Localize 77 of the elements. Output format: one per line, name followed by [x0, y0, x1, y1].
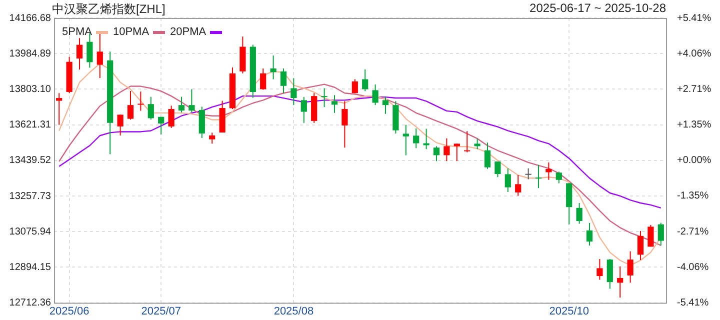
legend-label: 20PMA	[170, 26, 208, 38]
candlestick	[352, 78, 358, 94]
candlestick	[444, 138, 450, 162]
candlestick	[484, 142, 491, 170]
y2-tick-label: -2.71%	[677, 226, 709, 238]
x-tick-label: 2025/07	[141, 305, 181, 318]
x-tick-label: 2025/06	[49, 305, 90, 318]
legend-label: 5PMA	[62, 26, 93, 38]
candlestick	[168, 105, 174, 128]
y2-tick-label: -4.06%	[677, 262, 709, 274]
x-tick-label: 2025/08	[274, 305, 314, 318]
candlestick	[546, 162, 552, 180]
candlestick	[566, 182, 572, 225]
y-tick-label: 13803.10	[9, 84, 52, 95]
y2-tick-label: +1.35%	[677, 120, 712, 131]
candlestick	[494, 160, 501, 178]
candlestick	[117, 114, 124, 136]
y-tick-label: 13257.73	[9, 190, 52, 202]
candlestick	[637, 230, 644, 260]
candlestick	[209, 132, 216, 144]
candlestick	[515, 174, 522, 196]
candlestick	[648, 224, 654, 248]
y-tick-label: 13075.94	[9, 226, 52, 238]
y-tick-label: 13439.52	[9, 155, 52, 166]
candlestick	[321, 88, 328, 108]
candlestick	[96, 33, 103, 79]
candlestick	[556, 171, 562, 184]
candlestick	[127, 90, 134, 120]
candlestick	[178, 96, 185, 113]
candlestick	[270, 55, 276, 80]
candlestick	[188, 88, 195, 113]
candlestick	[158, 116, 164, 135]
y2-tick-label: +5.41%	[677, 12, 712, 24]
x-tick-label: 2025/10	[549, 305, 589, 318]
candlestick	[362, 68, 368, 92]
y2-tick-label: +4.06%	[677, 48, 712, 60]
candlestick	[76, 38, 83, 70]
candlestick	[576, 202, 582, 224]
y2-tick-label: -1.35%	[677, 190, 709, 202]
candlestick	[454, 143, 460, 162]
y-tick-label: 12894.15	[9, 262, 52, 273]
candlestick	[198, 106, 205, 138]
y-tick-label: 13984.89	[9, 48, 52, 60]
y2-tick-label: +0.00%	[677, 155, 712, 166]
candlestick	[474, 138, 480, 150]
candlestick	[331, 94, 338, 114]
candlestick	[627, 250, 634, 284]
candlestick	[586, 222, 593, 246]
chart-title: 中汉聚乙烯指数[ZHL]	[52, 1, 166, 18]
candlestick	[280, 68, 287, 94]
candlestick	[606, 258, 613, 290]
candlestick	[596, 258, 603, 280]
y-tick-label: 14166.68	[9, 12, 52, 24]
candlestick	[342, 100, 348, 148]
y2-tick-label: +2.71%	[677, 84, 712, 95]
y2-tick-label: -5.41%	[677, 298, 709, 309]
candlestick	[372, 84, 378, 106]
candlestick	[300, 96, 307, 124]
candlestick	[433, 146, 440, 162]
candlestick	[260, 68, 266, 90]
candlestick	[535, 164, 542, 189]
y-tick-label: 12712.36	[9, 298, 52, 309]
candlestick	[525, 168, 532, 180]
candlestick	[56, 92, 62, 126]
candlestick	[290, 78, 297, 106]
candlestick	[464, 130, 470, 153]
candlestick	[413, 128, 420, 149]
candlestick	[402, 124, 409, 156]
candlestick	[138, 91, 144, 112]
y-tick-label: 13621.31	[9, 120, 52, 131]
candlestick	[617, 266, 624, 298]
legend-label: 10PMA	[112, 26, 150, 38]
candlestick	[504, 168, 511, 193]
candlestick	[148, 96, 154, 120]
candlestick	[382, 96, 389, 114]
candlestick	[658, 222, 664, 246]
chart-subtitle: 2025-06-17 ~ 2025-10-28	[530, 1, 666, 15]
